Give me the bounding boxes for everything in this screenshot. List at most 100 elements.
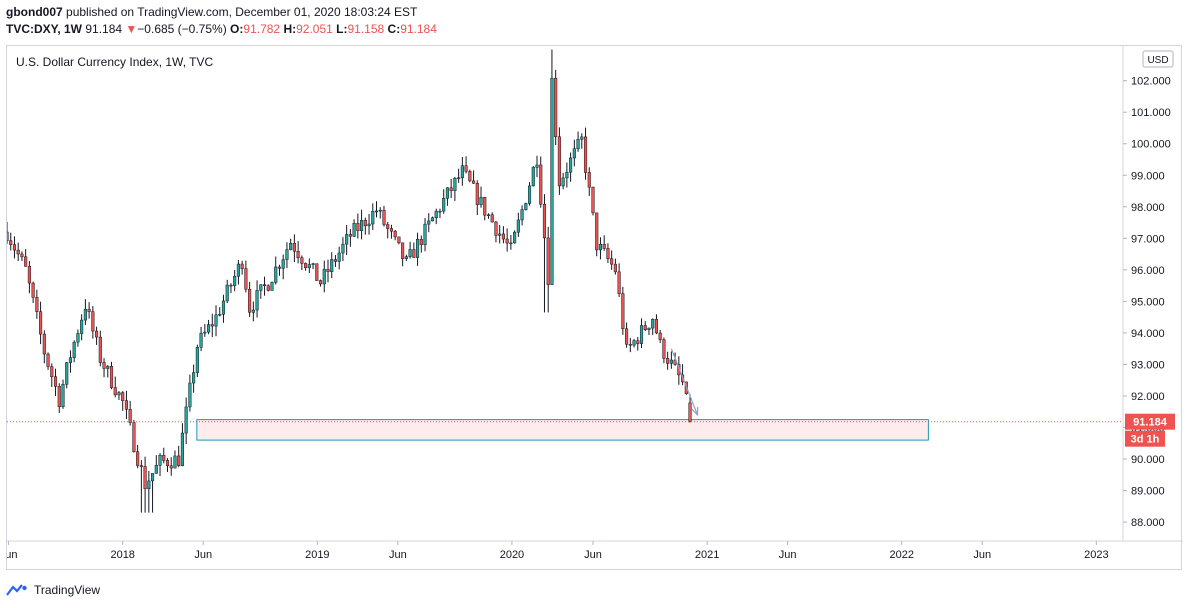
candle (382, 205, 386, 227)
candle (527, 182, 532, 206)
candle-body (393, 230, 397, 238)
candle-body (539, 164, 543, 205)
candle-body (277, 266, 282, 269)
candle-body (591, 186, 595, 214)
candle-body (505, 238, 509, 244)
candle-body (408, 249, 412, 257)
candle (266, 284, 270, 292)
candle-body (210, 324, 214, 327)
candle-body (632, 340, 636, 346)
candle-body (606, 248, 610, 259)
candlestick-chart[interactable]: U.S. Dollar Currency Index, 1W, TVC 88.00… (7, 46, 1183, 571)
candle (109, 361, 114, 390)
candle (72, 340, 76, 363)
close-label: C: (387, 22, 401, 36)
y-tick-label: 96.000 (1131, 265, 1165, 277)
candle-body (348, 234, 352, 237)
candle-body (289, 243, 293, 250)
candle-body (356, 223, 360, 231)
x-tick-label: 2022 (889, 549, 913, 561)
candle (262, 276, 267, 296)
candle-body (251, 309, 255, 313)
candle (322, 260, 326, 293)
candle (486, 213, 491, 219)
symbol-line: TVC:DXY, 1W 91.184 ▼−0.685 (−0.75%) O:91… (6, 21, 437, 38)
y-tick-label: 101.000 (1131, 107, 1171, 119)
candle (154, 455, 158, 474)
chart-frame[interactable]: U.S. Dollar Currency Index, 1W, TVC 88.00… (6, 45, 1183, 571)
candle (587, 167, 591, 196)
tradingview-logo-icon[interactable] (6, 583, 28, 597)
candle (430, 216, 435, 222)
currency-badge[interactable]: USD (1142, 50, 1174, 68)
x-tick-label: 2021 (695, 549, 719, 561)
candle-body (341, 243, 345, 254)
candle (639, 318, 644, 348)
brand-name[interactable]: TradingView (34, 583, 101, 597)
candle (583, 127, 588, 180)
candle-body (296, 251, 300, 259)
y-tick-label: 92.000 (1131, 391, 1165, 403)
candle (565, 162, 569, 188)
candle (318, 279, 323, 287)
candle (423, 218, 427, 252)
candle-body (87, 308, 91, 312)
y-tick-label: 98.000 (1131, 202, 1165, 214)
candle (151, 473, 155, 513)
currency-label: USD (1147, 55, 1168, 66)
last-price-box (1125, 413, 1175, 430)
trend-arrow[interactable] (670, 348, 699, 417)
author-name[interactable]: gbond007 (6, 5, 63, 19)
candle (180, 423, 184, 467)
candle-body (554, 77, 558, 138)
candle-body (509, 242, 513, 245)
candle (498, 225, 502, 244)
candle (363, 217, 367, 235)
candle (416, 232, 420, 266)
candle-body (109, 366, 114, 388)
candle (576, 131, 580, 152)
candle-body (423, 223, 427, 246)
x-tick-label: 2023 (1084, 549, 1108, 561)
candle (158, 453, 162, 477)
candle (76, 329, 80, 347)
candle (617, 263, 621, 297)
candle (393, 229, 397, 241)
candle-body (617, 271, 621, 294)
candle (24, 249, 28, 267)
candle-body (147, 480, 151, 490)
candle-body (658, 332, 662, 340)
candle-body (401, 242, 405, 259)
support-zone-rectangle[interactable] (196, 419, 929, 441)
candle-body (98, 336, 102, 363)
candle (598, 237, 603, 260)
candle-body (669, 359, 673, 364)
close-value: 91.184 (400, 22, 437, 36)
candle-body (195, 347, 199, 373)
candle-body (304, 263, 308, 268)
candle (83, 299, 87, 326)
candle (348, 229, 352, 247)
candle-body (438, 210, 442, 213)
candle-body (662, 339, 666, 359)
candle (87, 302, 91, 319)
candle-body (42, 333, 46, 355)
candle (31, 281, 35, 303)
candle-body (382, 209, 386, 225)
candle (95, 326, 99, 345)
candle-body (621, 293, 625, 330)
candle-body (651, 319, 655, 329)
y-tick-label: 97.000 (1131, 233, 1165, 245)
candle (184, 397, 188, 445)
candle-body (91, 311, 95, 332)
candle-body (192, 372, 196, 384)
candle (389, 224, 393, 239)
candle (688, 394, 692, 423)
candle-body (206, 324, 211, 333)
overlay-layer (7, 348, 1123, 423)
high-label: H: (283, 22, 297, 36)
candle (501, 226, 505, 244)
candle-body (117, 392, 121, 396)
candle-body (68, 357, 73, 363)
candle-body (345, 234, 349, 245)
